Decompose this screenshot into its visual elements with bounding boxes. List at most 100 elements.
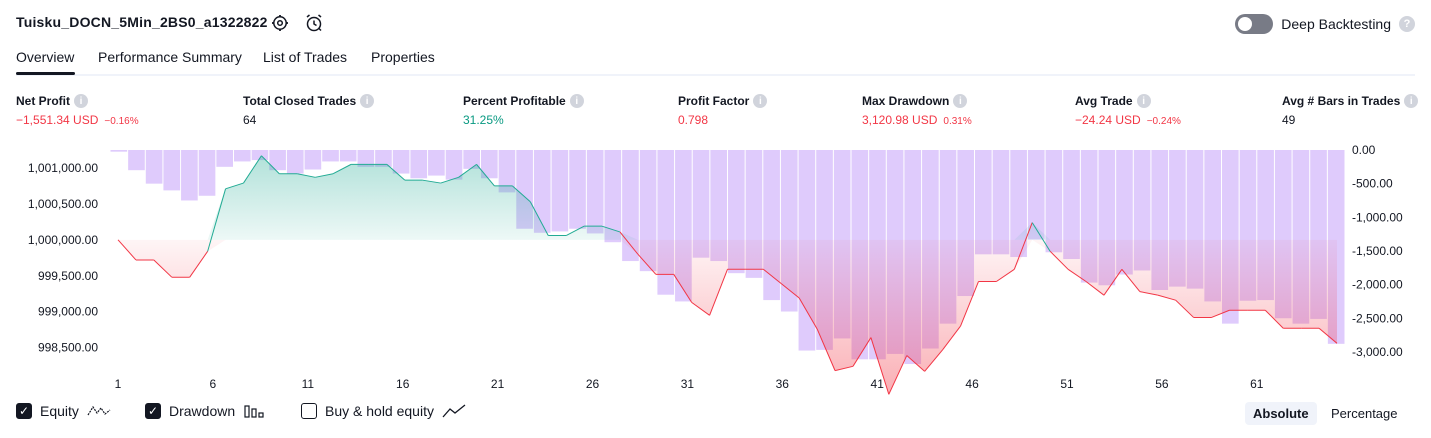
- y-left-tick-label: 1,000,500.00: [28, 197, 98, 211]
- y-left-tick-label: 998,500.00: [38, 341, 98, 355]
- deep-backtesting-toggle[interactable]: [1235, 14, 1274, 34]
- toggle-knob: [1238, 17, 1253, 31]
- legend-equity[interactable]: ✓ Equity: [16, 403, 111, 419]
- info-icon[interactable]: i: [1136, 94, 1151, 108]
- drawdown-bar: [163, 150, 181, 191]
- buy-hold-checkbox[interactable]: [301, 403, 317, 419]
- drawdown-bar: [286, 150, 304, 174]
- equity-line-segment: [691, 301, 710, 316]
- equity-line-segment: [297, 173, 316, 178]
- info-icon[interactable]: i: [360, 94, 375, 108]
- info-icon[interactable]: i: [569, 94, 584, 108]
- equity-line-segment: [1031, 222, 1051, 252]
- drawdown-bar: [375, 150, 392, 167]
- metric-label: Total Closed Trades: [243, 94, 357, 108]
- drawdown-bar: [604, 150, 622, 243]
- tab-properties[interactable]: Properties: [371, 49, 435, 65]
- legend-drawdown-label: Drawdown: [169, 403, 236, 419]
- y-right-tick-label: -2,000.00: [1352, 278, 1403, 292]
- drawdown-bar: [692, 150, 710, 258]
- metric-percent: −0.24%: [1146, 116, 1181, 127]
- settings-icon[interactable]: [270, 13, 290, 33]
- metric-value: 64: [243, 113, 257, 127]
- y-right-tick-label: -500.00: [1352, 177, 1393, 191]
- drawdown-bar: [1045, 150, 1063, 253]
- y-left-tick-label: 1,000,000.00: [28, 233, 98, 247]
- percentage-mode-button[interactable]: Percentage: [1331, 406, 1398, 421]
- drawdown-bar: [181, 150, 198, 201]
- equity-drawdown-chart[interactable]: 1,001,000.00 1,000,500.00 1,000,000.00 999,…: [0, 140, 1431, 395]
- metric-value: 31.25%: [463, 113, 504, 127]
- drawdown-bar: [1063, 150, 1080, 260]
- drawdown-bar: [586, 150, 604, 234]
- equity-line-segment: [1175, 299, 1194, 318]
- info-icon[interactable]: i: [953, 94, 968, 108]
- metric-value: −24.24 USD: [1075, 113, 1141, 127]
- metric-label: Profit Factor: [678, 94, 750, 108]
- metric-avg-trade: Avg Trade i −24.24 USD −0.24%: [1075, 94, 1181, 127]
- metric-total-closed-trades: Total Closed Trades i 64: [243, 94, 375, 127]
- metric-label: Percent Profitable: [463, 94, 566, 108]
- info-icon[interactable]: i: [74, 94, 88, 108]
- legend-drawdown[interactable]: ✓ Drawdown: [145, 403, 265, 419]
- equity-line-icon: [87, 405, 111, 416]
- metric-profit-factor: Profit Factor i 0.798: [678, 94, 768, 127]
- tab-list-of-trades[interactable]: List of Trades: [263, 49, 348, 65]
- equity-line-segment: [1264, 309, 1284, 329]
- equity-line-segment: [763, 268, 782, 285]
- buy-hold-line-icon: [442, 404, 466, 418]
- equity-line-segment: [243, 155, 262, 184]
- drawdown-bar: [128, 150, 145, 171]
- drawdown-bar: [992, 150, 1010, 255]
- equity-line-segment: [1013, 222, 1033, 270]
- alert-clock-icon[interactable]: [304, 13, 324, 33]
- x-tick-label: 11: [302, 377, 315, 391]
- equity-line-segment: [906, 355, 926, 372]
- metric-percent: −0.16%: [104, 116, 139, 127]
- drawdown-checkbox[interactable]: ✓: [145, 403, 161, 419]
- equity-line-segment: [1085, 281, 1105, 296]
- equity-line-segment: [1157, 294, 1176, 301]
- info-icon[interactable]: i: [1404, 94, 1419, 108]
- equity-line-segment: [1318, 327, 1338, 344]
- x-tick-label: 36: [776, 377, 790, 391]
- help-icon[interactable]: ?: [1399, 16, 1415, 32]
- metric-percent: 0.31%: [943, 116, 972, 127]
- equity-line-segment: [1067, 268, 1087, 282]
- info-icon[interactable]: i: [753, 94, 768, 108]
- drawdown-bar: [198, 150, 216, 196]
- equity-line-segment: [709, 269, 728, 316]
- x-tick-label: 56: [1155, 377, 1169, 391]
- equity-line-segment: [207, 188, 227, 252]
- x-tick-label: 46: [965, 377, 979, 391]
- equity-line-segment: [440, 176, 459, 184]
- equity-line-segment: [153, 259, 173, 278]
- tab-bar: Overview Performance Summary List of Tra…: [16, 44, 1415, 76]
- y-left-tick-label: 1,001,000.00: [28, 161, 98, 175]
- equity-line-segment: [798, 297, 818, 330]
- legend-equity-label: Equity: [40, 403, 79, 419]
- equity-line-segment: [619, 231, 639, 255]
- metric-avg-bars: Avg # Bars in Trades i 49: [1282, 94, 1419, 127]
- equity-line-segment: [529, 201, 549, 236]
- y-right-tick-label: -1,000.00: [1352, 210, 1403, 224]
- equity-line-segment: [924, 349, 944, 372]
- equity-line-segment: [870, 337, 890, 395]
- metric-max-drawdown: Max Drawdown i 3,120.98 USD 0.31%: [862, 94, 972, 127]
- deep-backtesting-label: Deep Backtesting: [1281, 16, 1391, 32]
- tab-overview[interactable]: Overview: [16, 49, 75, 65]
- absolute-mode-button[interactable]: Absolute: [1245, 402, 1317, 425]
- drawdown-bar: [481, 150, 498, 179]
- equity-line-segment: [512, 185, 531, 203]
- equity-checkbox[interactable]: ✓: [16, 403, 32, 419]
- legend-buy-hold[interactable]: Buy & hold equity: [301, 403, 466, 419]
- strategy-header: Tuisku_DOCN_5Min_2BS0_a1322822 Deep Back…: [16, 12, 1415, 36]
- x-tick-label: 61: [1250, 377, 1264, 391]
- drawdown-bar: [339, 150, 357, 162]
- metric-net-profit: Net Profit i −1,551.34 USD −0.16%: [16, 94, 139, 127]
- metric-label: Max Drawdown: [862, 94, 950, 108]
- tab-performance-summary[interactable]: Performance Summary: [98, 49, 242, 65]
- drawdown-bar: [304, 150, 322, 170]
- drawdown-bar: [269, 150, 286, 171]
- equity-line-segment: [332, 163, 352, 175]
